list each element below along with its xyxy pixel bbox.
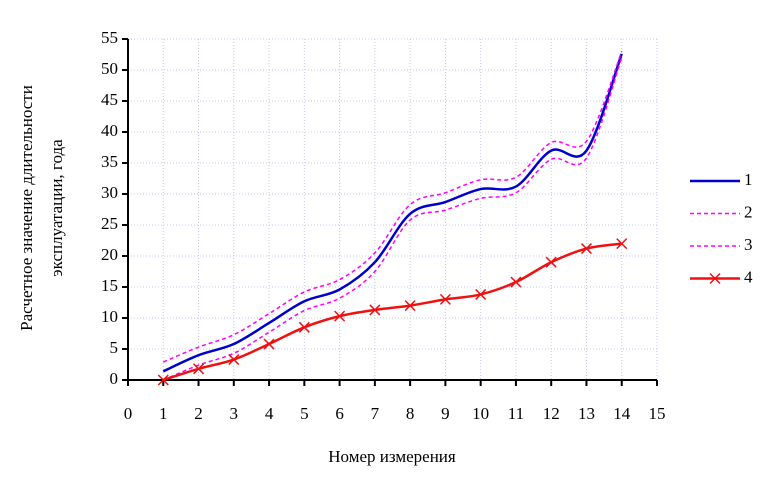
legend-label: 2 <box>744 202 753 221</box>
legend-label: 1 <box>744 170 753 189</box>
y-tick-label: 25 <box>101 214 118 233</box>
legend-marker <box>709 272 721 285</box>
x-tick-label: 14 <box>613 404 631 423</box>
x-tick-label: 10 <box>472 404 489 423</box>
y-tick-label: 35 <box>101 152 118 171</box>
marker <box>510 276 522 288</box>
y-tick-label: 20 <box>101 245 118 264</box>
marker <box>616 238 628 250</box>
x-tick-label: 9 <box>441 404 450 423</box>
x-tick-label: 2 <box>194 404 203 423</box>
y-tick-label: 30 <box>101 183 118 202</box>
y-tick-label: 45 <box>101 90 118 109</box>
y-tick-label: 0 <box>110 369 119 388</box>
y-tick-label: 15 <box>101 276 118 295</box>
y-tick-label: 55 <box>101 28 118 47</box>
x-tick-label: 5 <box>300 404 309 423</box>
line-series <box>162 57 623 381</box>
marker <box>439 293 451 305</box>
marker <box>545 256 557 268</box>
x-tick-label: 13 <box>578 404 595 423</box>
marker <box>228 354 240 366</box>
marker <box>298 321 310 333</box>
x-tick-label: 15 <box>649 404 666 423</box>
x-tick-label: 1 <box>159 404 168 423</box>
x-tick-label: 4 <box>265 404 274 423</box>
x-tick-label: 0 <box>124 404 133 423</box>
marker <box>263 338 275 350</box>
legend-label: 4 <box>744 267 753 286</box>
marker <box>334 310 346 322</box>
y-axis-label: эксплуатации, года <box>47 139 66 277</box>
y-axis-label: Расчетное значение длительности <box>17 85 36 331</box>
y-tick-label: 40 <box>101 121 118 140</box>
marker <box>404 300 416 312</box>
y-tick-label: 50 <box>101 59 118 78</box>
marker <box>157 374 169 386</box>
line-series <box>162 51 623 363</box>
marker <box>580 243 592 255</box>
x-tick-label: 11 <box>508 404 524 423</box>
marker <box>475 288 487 300</box>
y-tick-label: 5 <box>110 338 119 357</box>
legend-label: 3 <box>744 235 753 254</box>
line-series <box>162 53 623 373</box>
x-axis-label: Номер измерения <box>328 447 456 466</box>
line-series <box>162 242 622 382</box>
x-tick-label: 6 <box>335 404 344 423</box>
x-tick-label: 3 <box>230 404 239 423</box>
marker <box>369 304 381 316</box>
marker <box>193 363 205 375</box>
x-tick-label: 8 <box>406 404 415 423</box>
x-tick-label: 7 <box>371 404 380 423</box>
x-tick-label: 12 <box>543 404 560 423</box>
y-tick-label: 10 <box>101 307 118 326</box>
